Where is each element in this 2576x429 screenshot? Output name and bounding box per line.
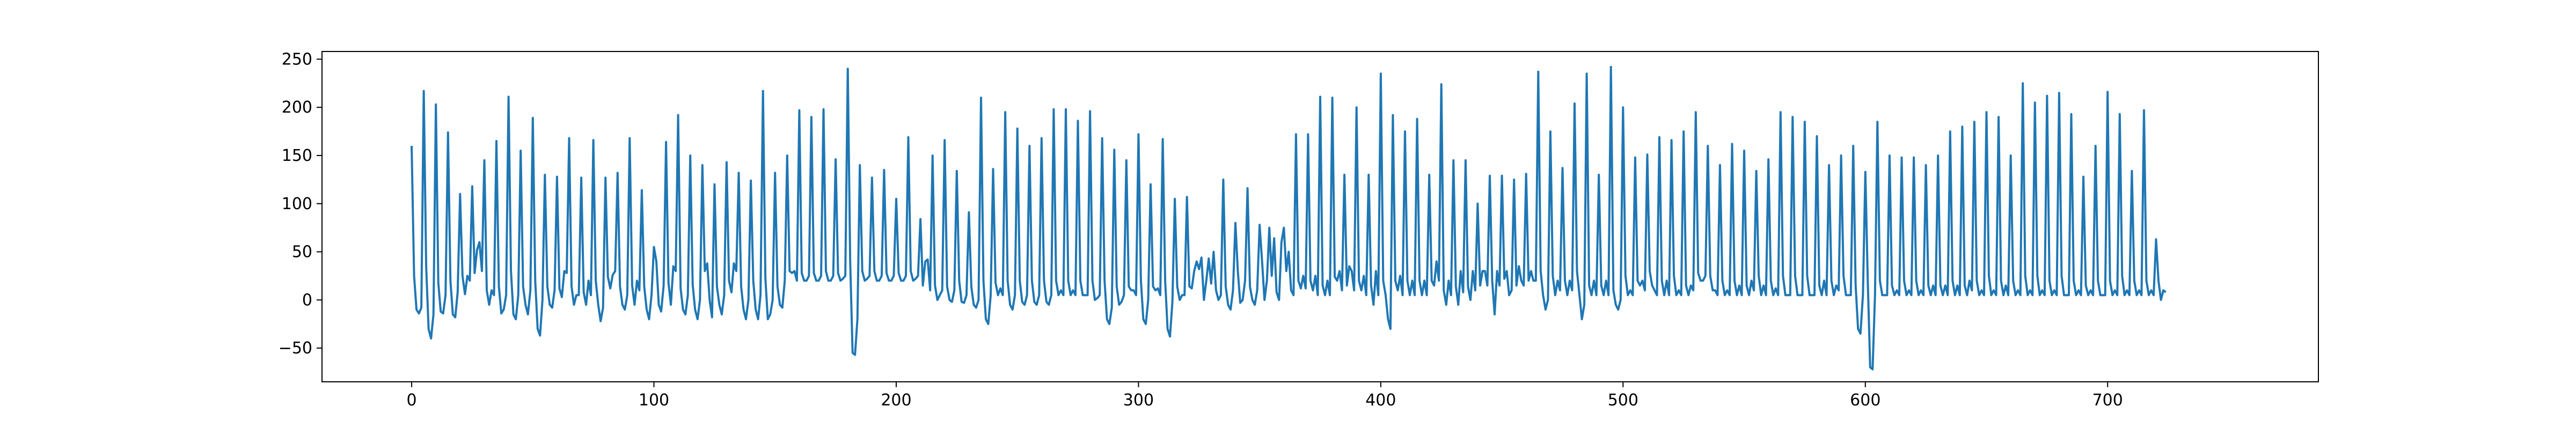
y-tick-label: 150: [282, 146, 312, 165]
y-tick-label: −50: [279, 339, 312, 358]
x-tick-label: 400: [1365, 391, 1396, 410]
x-tick-label: 300: [1123, 391, 1154, 410]
series-line-0: [411, 65, 2167, 371]
x-tick-label: 600: [1850, 391, 1880, 410]
axis-ticks: [317, 58, 2109, 387]
y-tick-label: 50: [292, 243, 312, 262]
x-tick-label: 0: [406, 391, 416, 410]
plot-area-frame: [321, 51, 2319, 382]
series-group: [411, 65, 2167, 371]
axis-tick-labels: 0 100 200 300 400 500 600 700 −50 0 50 100 150 200 250: [279, 50, 2123, 410]
x-tick-label: 700: [2092, 391, 2123, 410]
y-tick-label: 200: [282, 98, 312, 117]
x-tick-label: 500: [1608, 391, 1638, 410]
y-tick-label: 250: [282, 50, 312, 69]
x-tick-label: 100: [639, 391, 669, 410]
x-tick-label: 200: [881, 391, 911, 410]
y-tick-label: 0: [302, 291, 312, 309]
y-tick-label: 100: [282, 195, 312, 213]
